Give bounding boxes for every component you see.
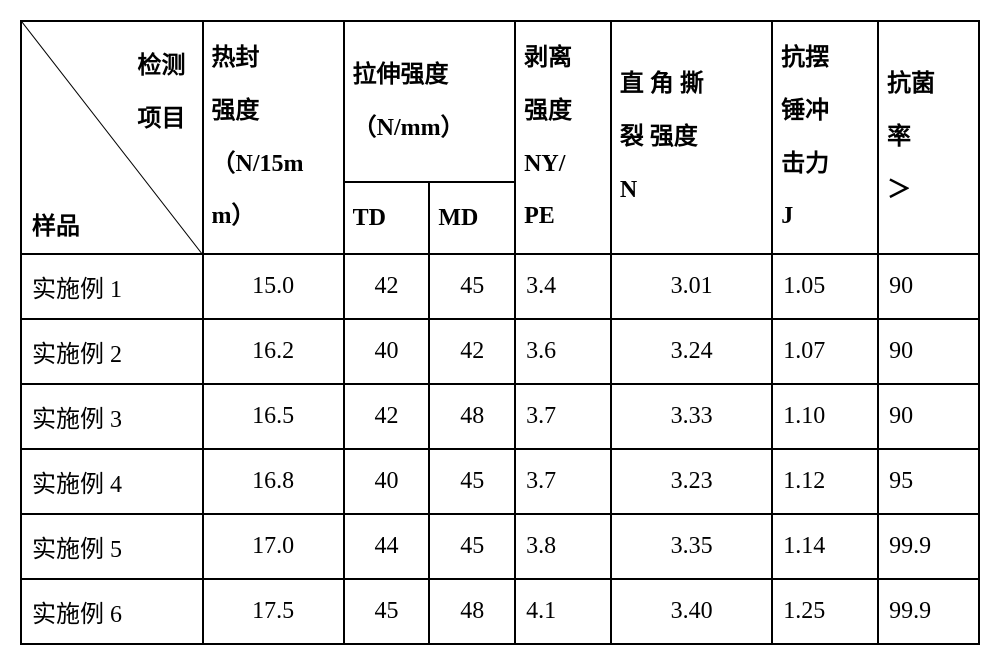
cell-anti: 90 <box>878 319 979 384</box>
cell-md: 45 <box>429 514 515 579</box>
heat-l1: 热封 <box>212 45 260 71</box>
cell-name: 实施例 4 <box>21 449 203 514</box>
cell-tear: 3.23 <box>611 449 772 514</box>
cell-impact: 1.07 <box>772 319 878 384</box>
cell-peel: 3.4 <box>515 254 611 319</box>
cell-td: 42 <box>344 254 430 319</box>
col-impact: 抗摆 锤冲 击力 J <box>772 21 878 254</box>
cell-name: 实施例 6 <box>21 579 203 644</box>
col-md: MD <box>429 182 515 254</box>
diag-top-2: 项目 <box>138 106 186 132</box>
cell-heat: 16.2 <box>203 319 344 384</box>
cell-tear: 3.33 <box>611 384 772 449</box>
tensile-l2: （N/mm） <box>353 115 465 141</box>
cell-peel: 3.7 <box>515 384 611 449</box>
impact-l4: J <box>781 203 793 229</box>
diag-top-1: 检测 <box>138 53 186 79</box>
cell-name: 实施例 3 <box>21 384 203 449</box>
col-anti: 抗菌 率 ＞ <box>878 21 979 254</box>
impact-l3: 击力 <box>781 151 829 177</box>
anti-l2: 率 <box>887 124 911 150</box>
cell-md: 45 <box>429 449 515 514</box>
col-peel: 剥离 强度 NY/ PE <box>515 21 611 254</box>
cell-impact: 1.12 <box>772 449 878 514</box>
diag-bottom-label: 样品 <box>32 206 80 241</box>
cell-heat: 16.8 <box>203 449 344 514</box>
data-table: 检测 项目 样品 热封 强度 （N/15m m） 拉伸强度 （N/mm） <box>20 20 980 645</box>
cell-heat: 17.0 <box>203 514 344 579</box>
cell-peel: 3.6 <box>515 319 611 384</box>
cell-peel: 4.1 <box>515 579 611 644</box>
cell-impact: 1.10 <box>772 384 878 449</box>
peel-l4: PE <box>524 203 555 229</box>
cell-impact: 1.05 <box>772 254 878 319</box>
md-label: MD <box>430 191 514 246</box>
cell-name: 实施例 2 <box>21 319 203 384</box>
peel-l1: 剥离 <box>524 45 572 71</box>
table-row: 实施例 115.042453.43.011.0590 <box>21 254 979 319</box>
diagonal-header: 检测 项目 样品 <box>21 21 203 254</box>
cell-tear: 3.35 <box>611 514 772 579</box>
diag-top-label: 检测 项目 <box>138 40 186 146</box>
impact-l2: 锤冲 <box>781 98 829 124</box>
cell-anti: 99.9 <box>878 579 979 644</box>
cell-tear: 3.40 <box>611 579 772 644</box>
table-row: 实施例 316.542483.73.331.1090 <box>21 384 979 449</box>
tear-l2: 裂 强度 <box>620 124 698 150</box>
heat-l4: m） <box>212 203 256 229</box>
cell-anti: 90 <box>878 254 979 319</box>
table-body: 实施例 115.042453.43.011.0590实施例 216.240423… <box>21 254 979 644</box>
td-label: TD <box>345 191 429 246</box>
table-row: 实施例 216.240423.63.241.0790 <box>21 319 979 384</box>
heat-l3: （N/15m <box>212 151 304 177</box>
cell-td: 40 <box>344 449 430 514</box>
cell-td: 40 <box>344 319 430 384</box>
col-tear: 直 角 撕 裂 强度 N <box>611 21 772 254</box>
cell-md: 42 <box>429 319 515 384</box>
peel-l2: 强度 <box>524 98 572 124</box>
cell-name: 实施例 5 <box>21 514 203 579</box>
cell-anti: 90 <box>878 384 979 449</box>
col-tensile: 拉伸强度 （N/mm） <box>344 21 515 182</box>
cell-heat: 15.0 <box>203 254 344 319</box>
cell-impact: 1.14 <box>772 514 878 579</box>
tear-l1: 直 角 撕 <box>620 71 704 97</box>
impact-l1: 抗摆 <box>781 45 829 71</box>
cell-name: 实施例 1 <box>21 254 203 319</box>
cell-anti: 95 <box>878 449 979 514</box>
table-row: 实施例 416.840453.73.231.1295 <box>21 449 979 514</box>
cell-md: 48 <box>429 384 515 449</box>
anti-l1: 抗菌 <box>887 71 935 97</box>
peel-l3: NY/ <box>524 151 565 177</box>
tensile-l1: 拉伸强度 <box>353 62 449 88</box>
header-row-1: 检测 项目 样品 热封 强度 （N/15m m） 拉伸强度 （N/mm） <box>21 21 979 182</box>
cell-peel: 3.8 <box>515 514 611 579</box>
cell-md: 48 <box>429 579 515 644</box>
cell-md: 45 <box>429 254 515 319</box>
cell-td: 42 <box>344 384 430 449</box>
table-row: 实施例 517.044453.83.351.1499.9 <box>21 514 979 579</box>
cell-tear: 3.24 <box>611 319 772 384</box>
col-td: TD <box>344 182 430 254</box>
cell-impact: 1.25 <box>772 579 878 644</box>
cell-td: 45 <box>344 579 430 644</box>
cell-peel: 3.7 <box>515 449 611 514</box>
cell-td: 44 <box>344 514 430 579</box>
heat-l2: 强度 <box>212 98 260 124</box>
table-row: 实施例 617.545484.13.401.2599.9 <box>21 579 979 644</box>
col-heat-seal: 热封 强度 （N/15m m） <box>203 21 344 254</box>
cell-heat: 17.5 <box>203 579 344 644</box>
cell-heat: 16.5 <box>203 384 344 449</box>
anti-l3: ＞ <box>887 177 911 203</box>
cell-tear: 3.01 <box>611 254 772 319</box>
tear-l3: N <box>620 177 637 203</box>
cell-anti: 99.9 <box>878 514 979 579</box>
